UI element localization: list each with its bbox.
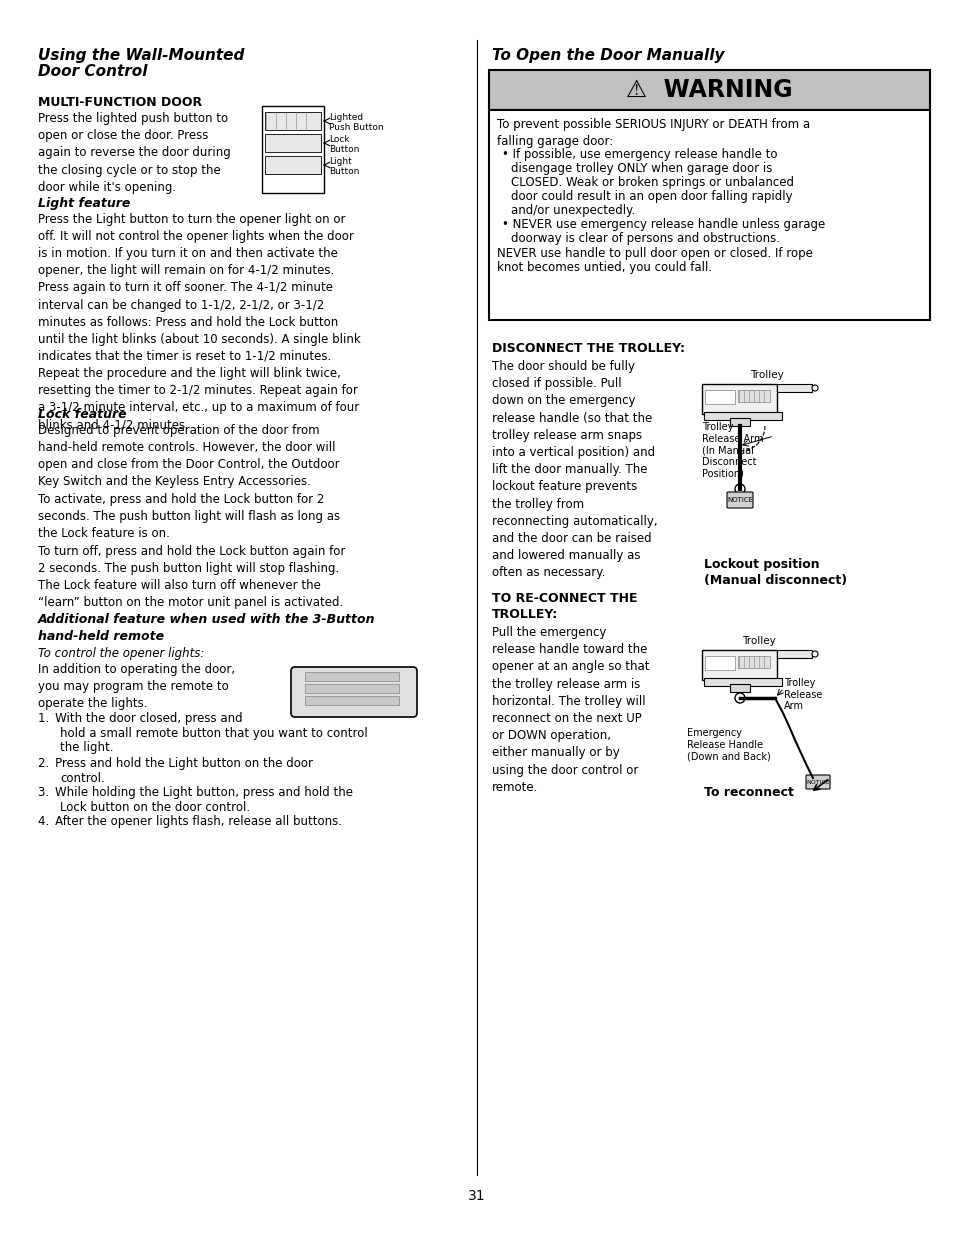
Text: To turn off, press and hold the Lock button again for
2 seconds. The push button: To turn off, press and hold the Lock but… (38, 545, 345, 609)
Text: Lock feature: Lock feature (38, 408, 127, 421)
Text: The door should be fully
closed if possible. Pull
down on the emergency
release : The door should be fully closed if possi… (492, 359, 657, 579)
Text: To Open the Door Manually: To Open the Door Manually (492, 48, 723, 63)
Bar (703, 678, 781, 685)
Text: Press the Light button to turn the opener light on or
off. It will not control t: Press the Light button to turn the opene… (38, 212, 360, 431)
Bar (776, 650, 811, 658)
Text: Lock
Button: Lock Button (329, 135, 359, 154)
Bar (305, 672, 398, 680)
Bar (701, 650, 776, 680)
Bar (305, 697, 398, 705)
Text: the light.: the light. (60, 741, 113, 755)
Text: Light
Button: Light Button (329, 157, 359, 177)
Text: NOTICE: NOTICE (805, 779, 829, 784)
Text: NEVER use handle to pull door open or closed. If rope: NEVER use handle to pull door open or cl… (497, 247, 812, 261)
Text: MULTI-FUNCTION DOOR: MULTI-FUNCTION DOOR (38, 96, 202, 109)
Text: Lighted
Push Button: Lighted Push Button (329, 112, 383, 132)
Text: 31: 31 (468, 1189, 485, 1203)
Circle shape (811, 651, 817, 657)
Text: disengage trolley ONLY when garage door is: disengage trolley ONLY when garage door … (511, 162, 772, 175)
Bar (704, 390, 734, 404)
Text: Light feature: Light feature (38, 198, 131, 210)
Bar (704, 656, 734, 671)
Bar (489, 70, 929, 110)
Bar (776, 384, 811, 391)
Text: Using the Wall-Mounted: Using the Wall-Mounted (38, 48, 244, 63)
Text: Lock button on the door control.: Lock button on the door control. (60, 802, 250, 814)
Text: control.: control. (60, 772, 105, 785)
Bar (729, 417, 749, 426)
Bar (701, 384, 776, 414)
Text: ⚠  WARNING: ⚠ WARNING (625, 78, 792, 103)
Text: 3. While holding the Light button, press and hold the: 3. While holding the Light button, press… (38, 785, 353, 799)
Text: Trolley: Trolley (749, 370, 783, 380)
Text: 4. After the opener lights flash, release all buttons.: 4. After the opener lights flash, releas… (38, 815, 341, 827)
Circle shape (734, 484, 744, 494)
Bar (738, 390, 769, 403)
Bar (305, 684, 398, 693)
Text: To activate, press and hold the Lock button for 2
seconds. The push button light: To activate, press and hold the Lock but… (38, 493, 340, 540)
Bar (265, 135, 320, 152)
Text: Designed to prevent operation of the door from
hand-held remote controls. Howeve: Designed to prevent operation of the doo… (38, 424, 339, 488)
Text: In addition to operating the door,
you may program the remote to
operate the lig: In addition to operating the door, you m… (38, 663, 234, 710)
Text: and/or unexpectedly.: and/or unexpectedly. (511, 204, 635, 217)
Text: TO RE-CONNECT THE
TROLLEY:: TO RE-CONNECT THE TROLLEY: (492, 592, 637, 620)
Text: Door Control: Door Control (38, 64, 148, 79)
Text: To prevent possible SERIOUS INJURY or DEATH from a
falling garage door:: To prevent possible SERIOUS INJURY or DE… (497, 119, 809, 147)
Text: Trolley
Release Arm
(In Manual
Disconnect
Position): Trolley Release Arm (In Manual Disconnec… (701, 422, 762, 478)
Text: Trolley: Trolley (741, 636, 775, 646)
FancyBboxPatch shape (805, 776, 829, 789)
Bar (262, 106, 324, 193)
Bar (265, 112, 320, 130)
Text: 2. Press and hold the Light button on the door: 2. Press and hold the Light button on th… (38, 757, 313, 769)
FancyBboxPatch shape (291, 667, 416, 718)
Circle shape (734, 693, 744, 703)
Circle shape (811, 385, 817, 391)
Text: doorway is clear of persons and obstructions.: doorway is clear of persons and obstruct… (511, 232, 780, 245)
Text: Emergency
Release Handle
(Down and Back): Emergency Release Handle (Down and Back) (686, 727, 770, 761)
Text: To control the opener lights:: To control the opener lights: (38, 647, 204, 659)
Text: NOTICE: NOTICE (726, 496, 752, 503)
Text: door could result in an open door falling rapidly: door could result in an open door fallin… (511, 190, 792, 203)
Text: 1. With the door closed, press and: 1. With the door closed, press and (38, 713, 242, 725)
Text: Press the lighted push button to
open or close the door. Press
again to reverse : Press the lighted push button to open or… (38, 112, 231, 194)
Bar (738, 656, 769, 668)
FancyBboxPatch shape (726, 492, 752, 508)
Text: Trolley
Release
Arm: Trolley Release Arm (783, 678, 821, 711)
Text: Lockout position
(Manual disconnect): Lockout position (Manual disconnect) (703, 558, 846, 587)
Bar (489, 110, 929, 320)
Text: DISCONNECT THE TROLLEY:: DISCONNECT THE TROLLEY: (492, 342, 684, 354)
Text: hold a small remote button that you want to control: hold a small remote button that you want… (60, 727, 367, 740)
Bar (265, 156, 320, 174)
Bar (729, 684, 749, 692)
Text: Additional feature when used with the 3-Button
hand-held remote: Additional feature when used with the 3-… (38, 613, 375, 642)
Text: CLOSED. Weak or broken springs or unbalanced: CLOSED. Weak or broken springs or unbala… (511, 177, 793, 189)
Bar (703, 412, 781, 420)
Text: • NEVER use emergency release handle unless garage: • NEVER use emergency release handle unl… (501, 219, 824, 231)
Text: knot becomes untied, you could fall.: knot becomes untied, you could fall. (497, 261, 711, 274)
Text: • If possible, use emergency release handle to: • If possible, use emergency release han… (501, 148, 777, 161)
Text: Pull the emergency
release handle toward the
opener at an angle so that
the trol: Pull the emergency release handle toward… (492, 626, 649, 794)
Text: To reconnect: To reconnect (703, 785, 793, 799)
